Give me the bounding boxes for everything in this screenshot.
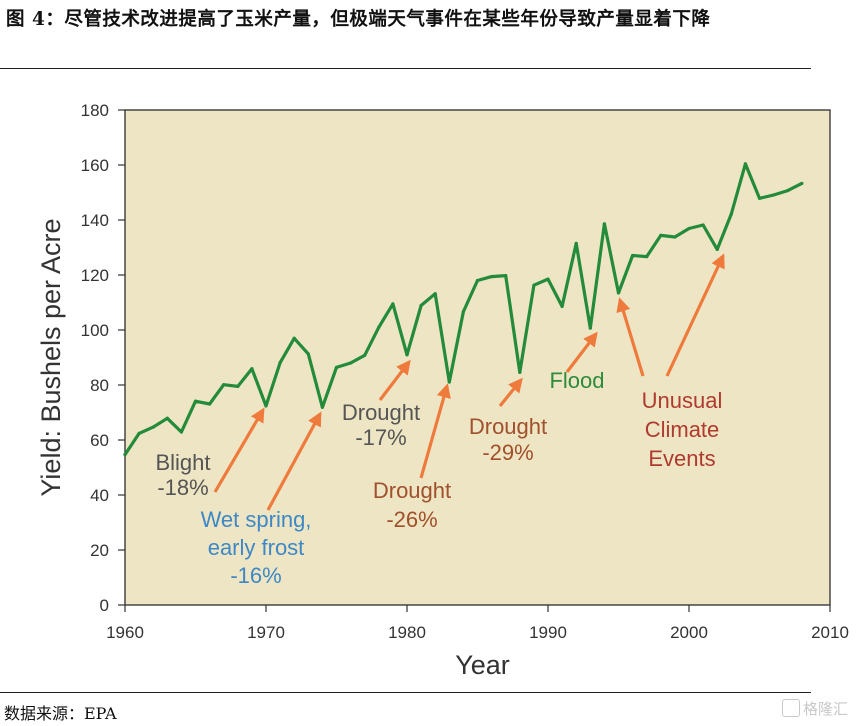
- x-tick-label: 1960: [106, 623, 144, 642]
- annotation-arrow: [498, 377, 523, 408]
- y-tick-label: 80: [90, 376, 109, 395]
- yield-data-point: [193, 399, 198, 403]
- yield-data-point: [786, 188, 790, 193]
- yield-data-point: [715, 247, 719, 252]
- y-tick-label: 60: [90, 431, 109, 450]
- yield-data-point: [461, 309, 465, 314]
- title-rule: [0, 68, 811, 69]
- yield-line-chart: 0 20 40 60 80 100 120 140 160 180 1960 1970 1980 1990…: [36, 101, 849, 680]
- watermark: 格隆汇: [782, 698, 848, 719]
- yield-data-point: [574, 241, 578, 245]
- annotation-label: Climate: [645, 417, 720, 442]
- y-tick-label: 0: [100, 596, 109, 615]
- annotation-arrow: [565, 331, 598, 373]
- annotation-label: early frost: [208, 535, 305, 560]
- yield-data-point: [278, 361, 282, 365]
- annotation-arrow: [213, 407, 265, 493]
- yield-data-point: [137, 431, 141, 435]
- yield-data-point: [701, 223, 705, 227]
- y-tick-label: 100: [81, 321, 109, 340]
- annotation-label: Blight: [155, 450, 210, 475]
- annotation-label: Events: [648, 446, 715, 471]
- yield-data-point: [391, 302, 395, 306]
- yield-data-point: [236, 384, 240, 388]
- annotation-arrow: [665, 253, 725, 377]
- x-tick-label: 1990: [529, 623, 567, 642]
- yield-data-point: [250, 367, 254, 371]
- y-tick-label: 160: [81, 156, 109, 175]
- annotation-arrow: [378, 359, 411, 401]
- annotation-label: Drought: [373, 478, 451, 503]
- yield-data-point: [334, 365, 339, 369]
- yield-data-point: [687, 226, 691, 231]
- source-rule: [0, 692, 811, 693]
- watermark-logo-icon: [782, 699, 800, 717]
- yield-data-point: [363, 353, 367, 357]
- yield-data-point: [729, 212, 733, 216]
- yield-data-point: [222, 383, 226, 387]
- watermark-text: 格隆汇: [803, 700, 849, 718]
- yield-data-point: [433, 292, 437, 296]
- yield-data-point: [179, 430, 183, 434]
- yield-data-point: [546, 277, 550, 281]
- y-tick-label: 120: [81, 266, 109, 285]
- x-axis-label: Year: [455, 650, 510, 680]
- yield-data-point: [616, 291, 621, 295]
- yield-data-point: [405, 353, 409, 357]
- annotation-label: Wet spring,: [201, 507, 312, 532]
- yield-data-point: [631, 253, 635, 258]
- yield-data-point: [659, 233, 663, 237]
- yield-data-point: [504, 273, 508, 278]
- yield-data-point: [475, 278, 480, 283]
- yield-data-point: [560, 304, 564, 308]
- yield-data-point: [757, 196, 762, 200]
- yield-data-point: [419, 303, 423, 308]
- yield-data-point: [208, 402, 212, 406]
- yield-data-point: [292, 336, 296, 340]
- y-tick-label: 20: [90, 541, 109, 560]
- yield-data-point: [645, 254, 649, 259]
- figure-title: 图 4：尽管技术改进提高了玉米产量，但极端天气事件在某些年份导致产量显着下降: [6, 9, 711, 30]
- annotation-arrow: [266, 411, 322, 511]
- y-tick-label: 140: [81, 211, 109, 230]
- yield-data-point: [447, 380, 451, 384]
- annotation-label: Flood: [549, 368, 604, 393]
- yield-data-point: [772, 193, 776, 197]
- yield-data-point: [743, 162, 748, 166]
- x-tick-label: 2010: [811, 623, 849, 642]
- x-tick-label: 2000: [670, 623, 708, 642]
- yield-data-point: [800, 181, 804, 186]
- annotation-label: Drought: [469, 414, 547, 439]
- plot-area: [124, 109, 831, 606]
- yield-data-point: [165, 416, 169, 420]
- yield-data-point: [320, 405, 324, 409]
- y-axis-label: Yield: Bushels per Acre: [36, 218, 66, 496]
- x-tick-label: 1970: [247, 623, 285, 642]
- yield-data-point: [588, 326, 592, 330]
- yield-data-point: [377, 325, 381, 329]
- annotation-label: -16%: [230, 563, 281, 588]
- yield-data-point: [123, 452, 127, 457]
- annotation-arrow: [616, 297, 645, 377]
- yield-data-point: [306, 352, 310, 356]
- y-tick-label: 180: [81, 101, 109, 120]
- annotation-label: -29%: [482, 440, 533, 465]
- x-tick-label: 1980: [388, 623, 426, 642]
- annotation-label: Drought: [342, 400, 420, 425]
- source-note: 数据来源：EPA: [4, 704, 117, 723]
- y-tick-label: 40: [90, 486, 109, 505]
- annotation-label: -18%: [157, 475, 208, 500]
- yield-data-point: [602, 222, 607, 226]
- yield-data-point: [673, 235, 677, 239]
- annotation-arrow: [419, 383, 451, 479]
- yield-data-point: [518, 370, 522, 374]
- annotation-label: -26%: [386, 507, 437, 532]
- yield-data-point: [349, 361, 353, 365]
- annotation-label: -17%: [355, 425, 406, 450]
- yield-data-point: [490, 275, 494, 279]
- yield-data-point: [532, 283, 536, 287]
- yield-data-point: [151, 425, 155, 429]
- annotation-label: Unusual: [642, 388, 723, 413]
- yield-data-point: [264, 404, 268, 408]
